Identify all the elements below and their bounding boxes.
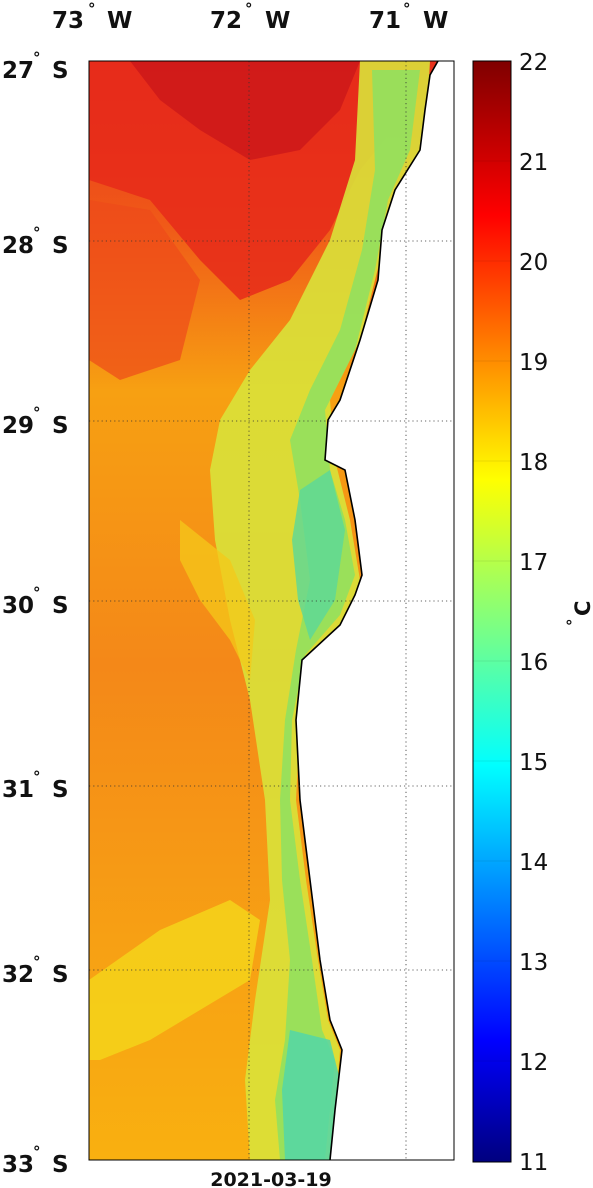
lat-label-30s: 30 ° S: [2, 584, 69, 619]
lat-label-27s: 27 ° S: [2, 49, 69, 84]
graticule: [89, 61, 454, 1160]
svg-text:°: °: [33, 584, 41, 602]
svg-text:29: 29: [2, 413, 34, 439]
warm-patch-west: [89, 200, 200, 380]
map-frame: [88, 60, 455, 1161]
svg-text:°: °: [33, 224, 41, 242]
lon-label-73w: 73 ° W: [52, 0, 132, 34]
svg-text:28: 28: [2, 233, 34, 259]
colorbar-unit-label: ° C: [564, 601, 593, 626]
coastline: [295, 61, 439, 1160]
lon-label-72w: 72 ° W: [210, 0, 290, 34]
svg-text:S: S: [52, 777, 69, 803]
svg-text:°: °: [33, 404, 41, 422]
svg-text:W: W: [107, 8, 132, 34]
colorbar-tick: 20: [519, 250, 548, 276]
svg-text:73: 73: [52, 8, 84, 34]
warm-core-north: [89, 61, 430, 300]
lat-label-29s: 29 ° S: [2, 404, 69, 439]
svg-text:°: °: [33, 953, 41, 971]
date-label: 2021-03-19: [210, 1169, 332, 1188]
lat-label-28s: 28 ° S: [2, 224, 69, 259]
nearshore-teal: [292, 470, 345, 640]
colorbar-tick: 18: [519, 450, 548, 476]
colorbar-tick: 13: [519, 950, 548, 976]
colorbar-tick: 14: [519, 850, 548, 876]
lon-label-71w: 71 ° W: [369, 0, 448, 34]
lat-label-31s: 31 ° S: [2, 768, 69, 803]
svg-text:S: S: [52, 413, 69, 439]
southern-teal: [282, 1030, 340, 1160]
southern-filament: [89, 900, 260, 1060]
svg-text:71: 71: [369, 8, 401, 34]
colorbar-bands: [473, 160, 511, 1062]
svg-text:°: °: [88, 0, 96, 18]
colorbar-tick: 11: [519, 1150, 548, 1176]
colorbar-tick: 21: [519, 150, 548, 176]
warm-core-darkest: [130, 61, 360, 160]
colorbar-tick: 16: [519, 650, 548, 676]
svg-text:32: 32: [2, 962, 34, 988]
svg-text:S: S: [52, 1152, 69, 1178]
mid-filament: [180, 520, 255, 680]
colorbar-frame: [472, 60, 512, 1163]
colorbar-tick: 15: [519, 750, 548, 776]
svg-text:27: 27: [2, 58, 34, 84]
svg-text:C: C: [571, 601, 593, 616]
svg-text:30: 30: [2, 593, 34, 619]
svg-text:S: S: [52, 962, 69, 988]
colorbar-tick: 12: [519, 1050, 548, 1076]
colorbar-tick: 17: [519, 550, 548, 576]
svg-text:S: S: [52, 58, 69, 84]
colorbar-fill: [473, 61, 511, 1162]
colorbar-ticks: 22 21 20 19 18 17 16 15 14 13 12 11: [519, 50, 548, 1176]
svg-text:°: °: [564, 619, 582, 627]
svg-text:33: 33: [2, 1152, 34, 1178]
map-panel: [89, 61, 454, 1160]
land-mask: [296, 61, 454, 1160]
svg-text:°: °: [33, 768, 41, 786]
colorbar-tick: 22: [519, 50, 548, 76]
svg-text:S: S: [52, 593, 69, 619]
lat-label-32s: 32 ° S: [2, 953, 69, 988]
svg-text:W: W: [265, 8, 290, 34]
svg-text:°: °: [403, 0, 411, 18]
svg-text:°: °: [245, 0, 253, 18]
svg-text:°: °: [33, 1143, 41, 1161]
svg-text:31: 31: [2, 777, 34, 803]
colorbar: [472, 60, 512, 1163]
lat-label-33s: 33 ° S: [2, 1143, 69, 1178]
svg-text:S: S: [52, 233, 69, 259]
svg-text:W: W: [423, 8, 448, 34]
svg-text:°: °: [33, 49, 41, 67]
colorbar-tick: 19: [519, 350, 548, 376]
svg-text:72: 72: [210, 8, 242, 34]
